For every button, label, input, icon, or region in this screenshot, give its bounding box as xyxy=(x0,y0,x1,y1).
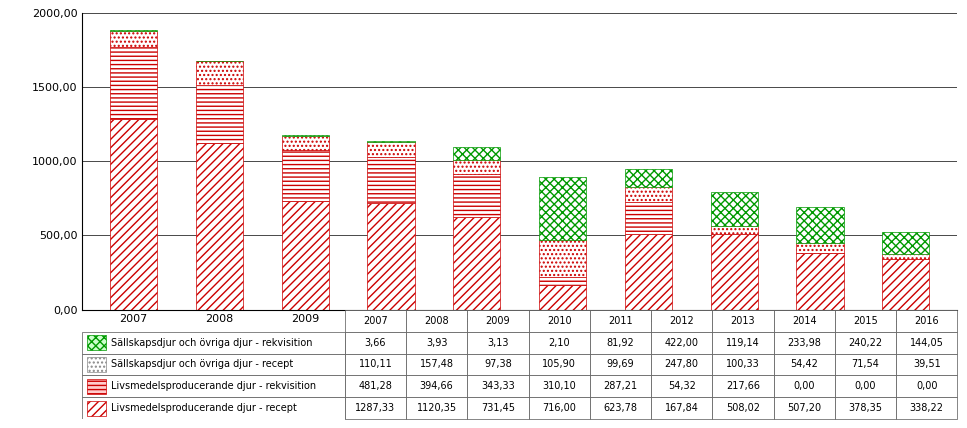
FancyBboxPatch shape xyxy=(82,398,345,419)
Bar xyxy=(454,148,501,160)
Bar xyxy=(367,203,415,309)
Bar xyxy=(281,201,329,309)
Text: Livsmedelsproducerande djur - rekvisition: Livsmedelsproducerande djur - rekvisitio… xyxy=(111,381,316,392)
Bar xyxy=(110,119,158,309)
Bar xyxy=(539,285,586,309)
Bar xyxy=(797,207,843,243)
Bar xyxy=(711,234,758,309)
FancyBboxPatch shape xyxy=(87,379,105,394)
Bar xyxy=(711,226,758,234)
Bar xyxy=(882,232,929,253)
Bar xyxy=(454,174,501,217)
FancyBboxPatch shape xyxy=(82,375,345,398)
Bar xyxy=(367,142,415,158)
FancyBboxPatch shape xyxy=(82,332,345,354)
Bar xyxy=(625,202,672,234)
Bar xyxy=(539,276,586,285)
Bar xyxy=(281,150,329,201)
Bar xyxy=(110,30,158,31)
Bar xyxy=(110,31,158,47)
FancyBboxPatch shape xyxy=(87,357,105,372)
Bar xyxy=(539,177,586,240)
Bar xyxy=(196,143,243,309)
Bar xyxy=(711,191,758,226)
Text: Sällskapsdjur och övriga djur - recept: Sällskapsdjur och övriga djur - recept xyxy=(111,360,293,369)
Bar xyxy=(882,259,929,309)
FancyBboxPatch shape xyxy=(82,354,345,375)
Bar xyxy=(196,61,243,62)
Bar xyxy=(625,234,672,309)
Bar xyxy=(625,169,672,187)
Bar xyxy=(196,85,243,143)
Bar xyxy=(367,158,415,203)
Bar xyxy=(882,253,929,259)
FancyBboxPatch shape xyxy=(87,336,105,350)
Text: Sällskapsdjur och övriga djur - rekvisition: Sällskapsdjur och övriga djur - rekvisit… xyxy=(111,338,312,348)
FancyBboxPatch shape xyxy=(87,401,105,416)
Bar xyxy=(196,62,243,85)
Bar xyxy=(110,47,158,119)
Bar xyxy=(281,136,329,150)
Bar xyxy=(454,160,501,174)
Bar xyxy=(539,240,586,276)
Bar xyxy=(454,217,501,309)
Bar xyxy=(797,253,843,309)
Text: Livsmedelsproducerande djur - recept: Livsmedelsproducerande djur - recept xyxy=(111,404,297,413)
Bar xyxy=(797,243,843,253)
Bar xyxy=(281,135,329,136)
Bar xyxy=(625,187,672,202)
